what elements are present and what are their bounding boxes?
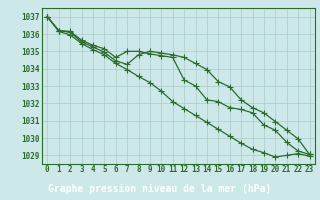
Text: Graphe pression niveau de la mer (hPa): Graphe pression niveau de la mer (hPa) [48, 184, 272, 194]
